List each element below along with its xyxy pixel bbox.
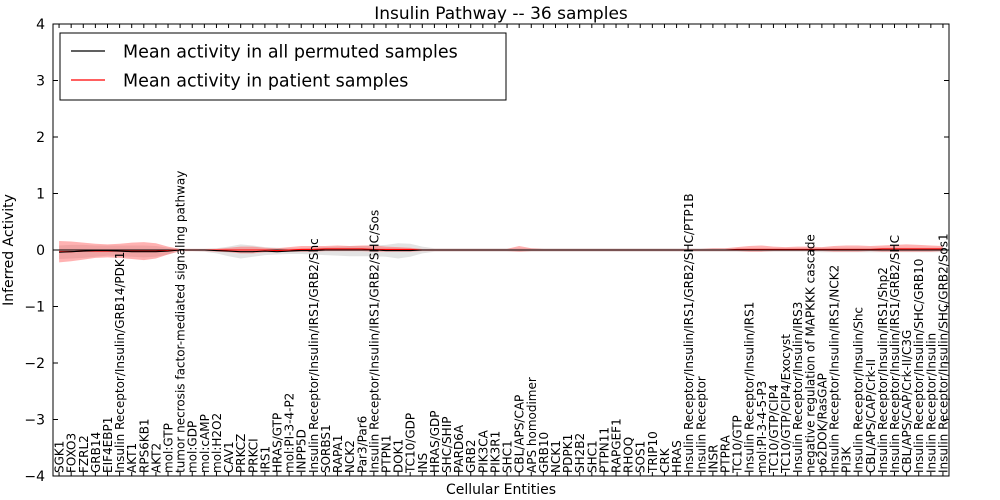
x-tick-label: AKT2 — [149, 443, 163, 473]
x-tick-label: GRB10 — [537, 432, 551, 473]
x-tick-label: PTPN1 — [380, 435, 394, 473]
x-tick-label: SORBS1 — [319, 424, 333, 473]
x-tick-label: PTPRA — [719, 434, 733, 473]
chart-title: Insulin Pathway -- 36 samples — [374, 4, 628, 24]
x-tick-label: DOK1 — [392, 439, 406, 473]
x-tick-label: EIF4EBP1 — [101, 417, 115, 473]
x-tick-label: SOS1 — [634, 441, 648, 473]
legend-label-permuted: Mean activity in all permuted samples — [123, 43, 458, 63]
x-tick-label: NCK2 — [343, 440, 357, 473]
x-tick-label: TC10/GTP — [731, 415, 745, 474]
plot-area: −4 −3 −2 −1 0 1 2 3 4 SGK1FOXO3FZRL2GRB14EIF4EBP1… — [24, 17, 950, 485]
y-tick-label: 4 — [36, 17, 45, 33]
x-tick-label: PIK3R1 — [488, 431, 502, 473]
x-tick-label: INS — [416, 453, 430, 473]
y-tick-label: −1 — [24, 300, 45, 316]
x-tick-label: PARD6A — [452, 424, 466, 473]
x-tick-label: RPS6KB1 — [137, 418, 151, 473]
x-tick-label: Insulin Receptor/Insulin/IRS1/NCK2 — [828, 265, 842, 473]
x-tick-label: CBL/APS/CAP — [513, 395, 527, 473]
x-tick-label: SGK1 — [53, 441, 67, 473]
x-tick-label: Insulin Receptor/Insulin/IRS1 — [743, 302, 757, 473]
x-tick-label: RHOQ — [622, 437, 636, 473]
x-axis-label: Cellular Entities — [446, 482, 556, 498]
x-tick-label: Par3/Par6 — [355, 416, 369, 473]
x-tick-label: NCK1 — [549, 440, 563, 473]
x-tick-label: TRIP10 — [646, 431, 660, 474]
x-tick-label: IRS1 — [258, 446, 272, 473]
y-tick-label: 3 — [36, 74, 45, 90]
y-axis-label: Inferred Activity — [1, 194, 17, 306]
x-tick-label: Insulin Receptor/Insulin/IRS3 — [791, 302, 805, 473]
x-tick-label: Insulin Receptor/Insulin/Shc — [852, 307, 866, 473]
x-tick-label: RAPGEF1 — [610, 418, 624, 473]
x-tick-label: HRAS — [670, 440, 684, 473]
x-tick-label: Insulin Receptor — [694, 376, 708, 473]
x-tick-label: mol:GTP — [162, 423, 176, 473]
x-tick-label: Insulin Receptor/Insulin/GRB14/PDK1 — [113, 252, 127, 473]
y-tick-label: 1 — [36, 187, 45, 203]
x-tick-label: INPP5D — [295, 429, 309, 473]
x-tick-label: APS homodimer — [525, 377, 539, 473]
x-tick-label: Insulin Receptor/Insulin/IRS1/Shp2 — [876, 267, 890, 473]
x-tick-label: CBL/APS/CAP/Crk-II/C3G — [900, 330, 914, 473]
x-tick-label: SHC/SHIP — [440, 417, 454, 473]
x-tick-label: mol:PI-3-4-5-P3 — [755, 381, 769, 473]
x-tick-label: Insulin Receptor/Insulin/SHC/GRB2/Sos1 — [936, 233, 950, 473]
x-tick-label: mol:cAMP — [198, 414, 212, 473]
y-tick-label: −2 — [24, 356, 45, 372]
x-tick-label: SH2B2 — [573, 433, 587, 473]
x-tick-label: SHC1 — [585, 440, 599, 473]
x-tick-label: AKT1 — [125, 443, 139, 473]
x-tick-label: INSR — [706, 445, 720, 473]
x-tick-label: CRK — [658, 447, 672, 473]
x-tick-label: Insulin Receptor/Insulin/IRS1/GRB2/SHC — [888, 235, 902, 473]
y-tick-label: −4 — [24, 469, 45, 485]
x-tick-label: PRKCZ — [234, 434, 248, 473]
x-tick-label: negative regulation of MAPKKK cascade — [803, 234, 817, 473]
x-tick-label: TC10/GTP/CIP4/Exocyst — [779, 334, 793, 474]
x-tick-label: PTPN11 — [597, 427, 611, 473]
y-tick-label: 0 — [36, 243, 45, 259]
x-tick-label: Insulin Receptor/Insulin/IRS1/GRB2/Shc — [307, 238, 321, 473]
y-tick-label: −3 — [24, 413, 45, 429]
x-tick-label: PIK3CA — [476, 429, 490, 473]
x-tick-label: CAV1 — [222, 441, 236, 473]
x-tick-label: Insulin Receptor/Insulin/SHC/GRB10 — [912, 259, 926, 473]
legend: Mean activity in all permuted samples Me… — [59, 32, 507, 101]
x-tick-label: CBL/APS/CAP/Crk-II — [864, 359, 878, 473]
x-tick-label: SHC1 — [501, 440, 515, 473]
x-tick-label: PDPK1 — [561, 434, 575, 473]
x-tick-label: FOXO3 — [65, 433, 79, 473]
band-permuted — [59, 243, 943, 260]
series-line-permuted — [59, 249, 943, 253]
x-tick-label: FZRL2 — [77, 435, 91, 473]
x-tick-label: PRKCI — [246, 438, 260, 473]
x-tick-label: TC10/GTP/CIP4 — [767, 384, 781, 474]
x-tick-label: HRAS/GTP — [271, 413, 285, 473]
legend-box — [59, 32, 507, 101]
x-tick-label: tumor necrosis factor-mediated signaling… — [174, 171, 188, 473]
x-tick-label: mol:GDP — [186, 421, 200, 473]
x-tick-label: RAPA1 — [331, 435, 345, 473]
x-tick-label: GRB14 — [89, 432, 103, 473]
x-tick-label: p62DOK/RasGAP — [815, 373, 829, 473]
x-tick-label: GRB2 — [464, 439, 478, 473]
x-tick-label: mol:PI-3-4-P2 — [283, 393, 297, 473]
x-tick-label: PI3K — [840, 446, 854, 473]
y-tick-label: 2 — [36, 130, 45, 146]
x-tick-label: TC10/GDP — [404, 413, 418, 474]
x-tick-label: HRAS/GDP — [428, 410, 442, 473]
legend-label-patient: Mean activity in patient samples — [123, 72, 408, 92]
x-tick-label: Insulin Receptor/Insulin — [924, 333, 938, 473]
x-tick-label: mol:H2O2 — [210, 413, 224, 473]
x-tick-label: Insulin Receptor/Insulin/IRS1/GRB2/SHC/P… — [682, 193, 696, 473]
x-tick-label: Insulin Receptor/Insulin/IRS1/GRB2/SHC/S… — [367, 210, 381, 473]
